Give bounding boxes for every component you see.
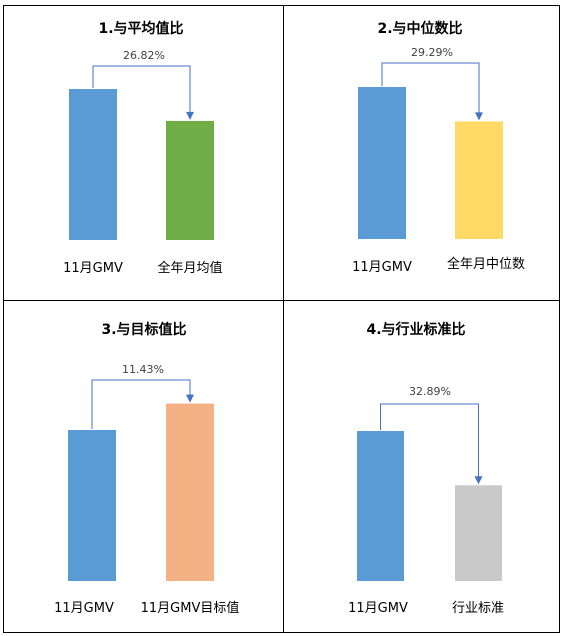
panel-4-plot [357,403,502,581]
panel-1-bar-1 [69,89,117,240]
panel-3-arrowhead [186,394,194,403]
panel-2-title: 2.与中位数比 [377,20,462,37]
panel-2-category-1-label: 11月GMV [352,260,412,275]
panel-2-difference-label: 29.29% [411,46,453,59]
panel-2: 2.与中位数比 11月GMV 全年月中位数 29.29% [352,20,525,275]
panel-4-difference-label: 32.89% [409,385,451,398]
panel-2-bar-1 [358,87,406,239]
panel-4-category-1-label: 11月GMV [348,601,408,616]
panel-4-connector [380,403,479,478]
panel-3-title: 3.与目标值比 [101,321,186,338]
panel-3-bar-2 [166,403,214,581]
panel-2-plot [358,62,503,239]
panel-4-arrowhead [474,476,483,485]
outer-border [3,5,560,633]
panel-1-category-2-label: 全年月均值 [157,260,222,276]
panel-1-arrowhead [186,111,194,120]
panel-1-bar-2 [166,120,214,240]
panel-4-category-2-label: 行业标准 [452,601,504,616]
panel-1-connector [92,65,191,113]
panel-3-category-1-label: 11月GMV [54,601,114,616]
panel-4: 4.与行业标准比 11月GMV 行业标准 32.89% [348,321,504,616]
panel-3-plot [68,379,214,581]
panel-2-bar-2 [455,121,503,239]
panel-1-category-1-label: 11月GMV [63,261,123,276]
panel-1-plot [69,65,214,240]
panel-3: 3.与目标值比 11月GMV 11月GMV目标值 11.43% [54,321,239,616]
panel-1-difference-label: 26.82% [123,49,165,62]
panel-4-bar-2 [455,485,502,581]
panel-2-arrowhead [475,112,483,121]
panel-3-difference-label: 11.43% [122,363,164,376]
panel-2-connector [381,62,480,114]
panel-3-connector [91,379,191,429]
panel-1-title: 1.与平均值比 [98,20,183,37]
panel-4-title: 4.与行业标准比 [366,321,465,338]
panel-1: 1.与平均值比 11月GMV 全年月均值 26.82% [63,20,222,276]
panel-2-category-2-label: 全年月中位数 [447,256,525,272]
panel-4-bar-1 [357,431,404,581]
panel-3-bar-1 [68,430,116,581]
panel-3-category-2-label: 11月GMV目标值 [141,600,240,616]
